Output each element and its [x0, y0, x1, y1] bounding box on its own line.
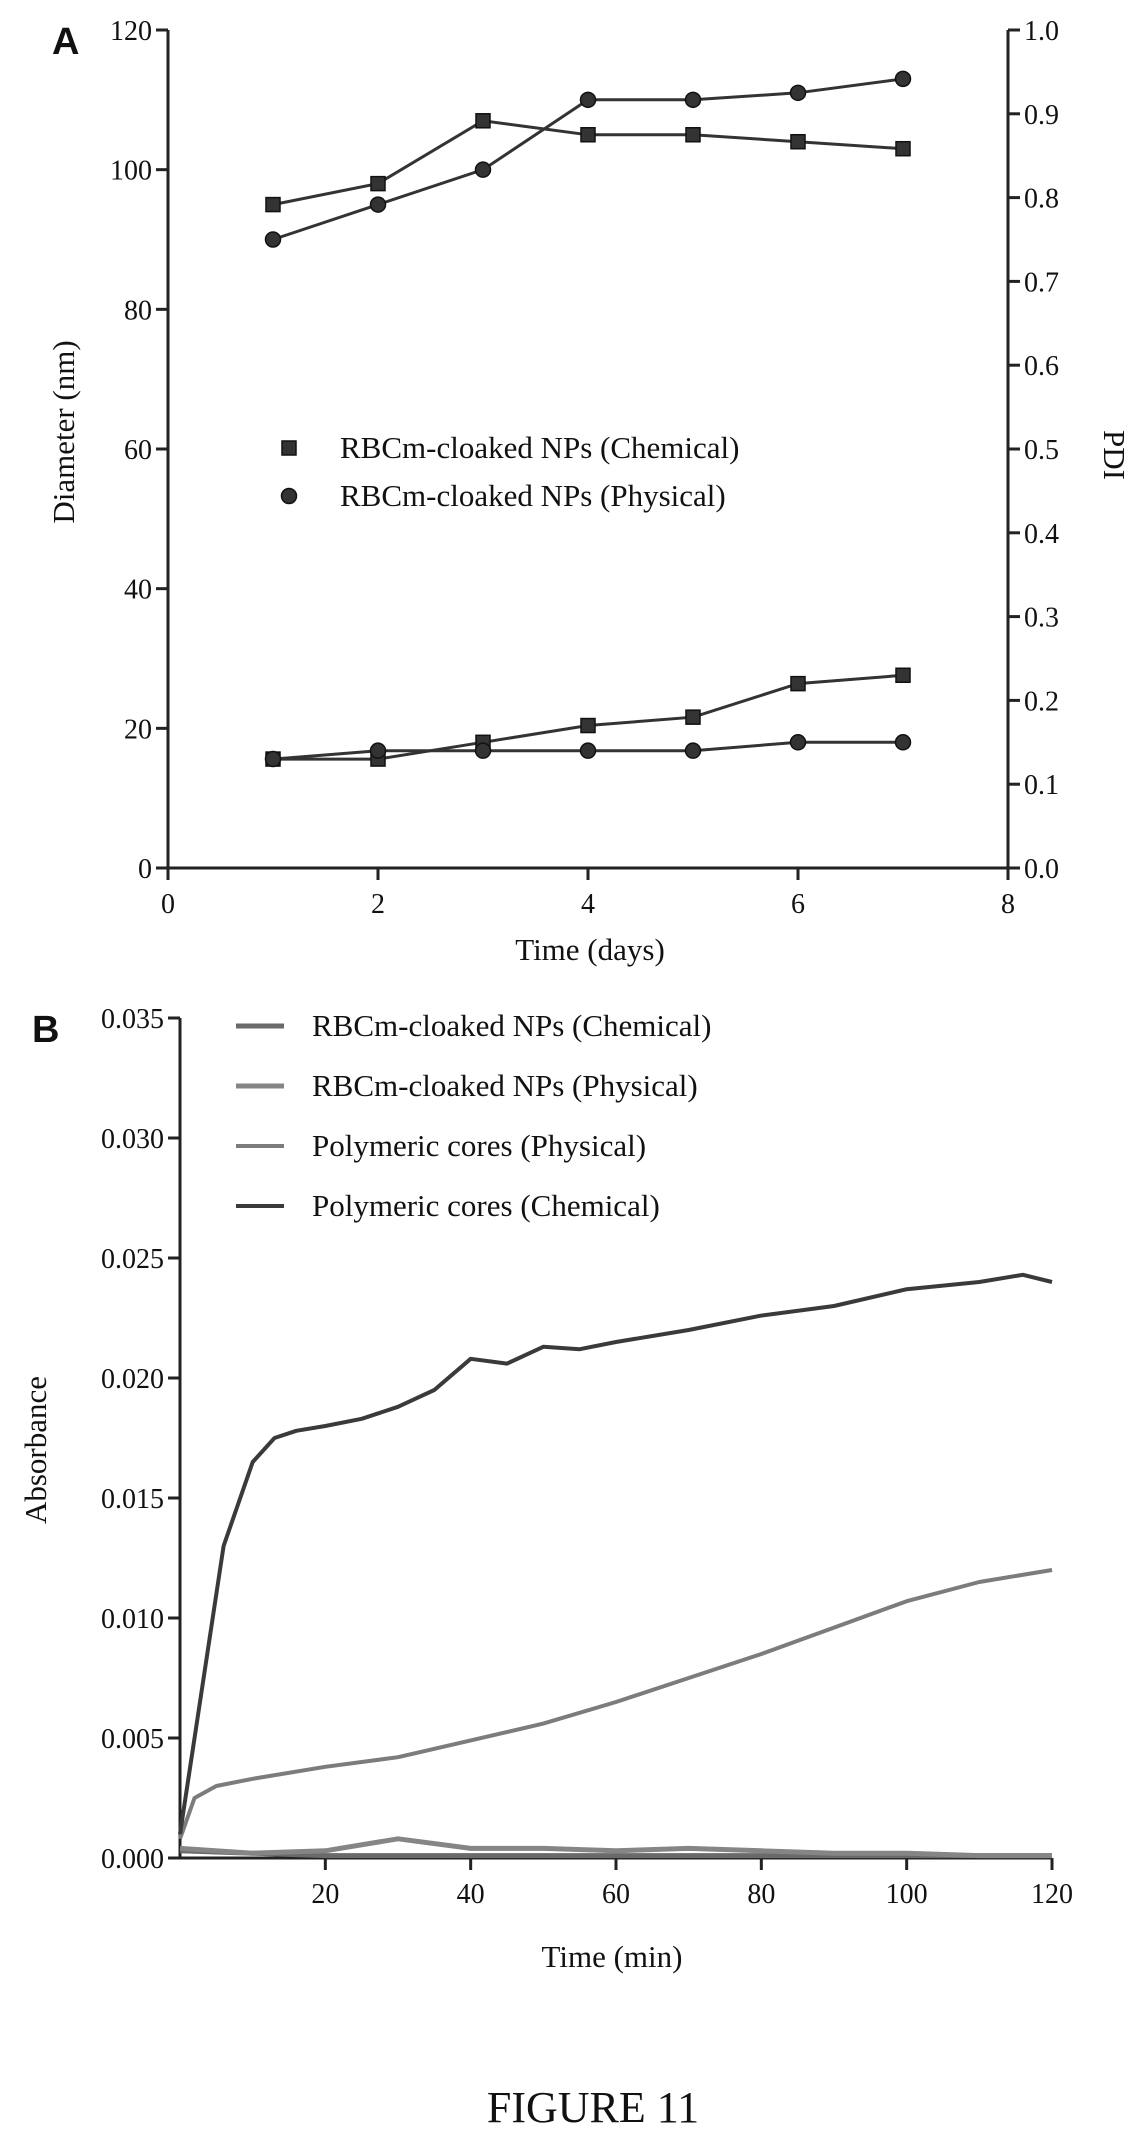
- panel-b-y-tick-label: 0.030: [101, 1124, 164, 1155]
- panel-a-point-diameter-square: [895, 140, 911, 157]
- panel-b-series-line-polymeric-physical: [178, 1568, 1053, 1840]
- panel-a-point-pdi-circle: [264, 750, 282, 768]
- panel-a-y-right-tick-label: 0.1: [1024, 770, 1059, 801]
- panel-a-point-diameter-circle: [684, 91, 702, 109]
- panel-a-x-axis-label: Time (days): [515, 932, 665, 967]
- panel-a-x-tick-label: 4: [581, 889, 595, 920]
- panel-b-y-axis-label: Absorbance: [18, 1376, 53, 1524]
- panel-a-point-pdi-square: [895, 667, 911, 684]
- panel-a-y-right-tick-label: 0.3: [1024, 603, 1059, 634]
- panel-a-point-diameter-circle: [264, 231, 282, 248]
- panel-a-letter: A: [52, 21, 79, 63]
- panel-a-point-pdi-circle: [894, 734, 912, 751]
- panel-b-x-tick-label: 40: [457, 1879, 485, 1910]
- panel-a-point-pdi-circle: [474, 742, 492, 759]
- panel-a-y-left-tick-label: 20: [124, 714, 152, 745]
- panel-b-x-tick-label: 60: [602, 1879, 630, 1910]
- panel-a-y-right-tick-label: 0.0: [1024, 854, 1059, 885]
- panel-a-point-diameter-square: [790, 133, 806, 150]
- panel-b-series-line-rbcm-physical: [179, 1836, 1052, 1859]
- panel-a-legend-marker: [281, 440, 297, 456]
- panel-a-x-tick-label: 8: [1001, 889, 1015, 920]
- panel-a-x-tick-label: 2: [371, 889, 385, 920]
- panel-a-y-left-tick-label: 100: [110, 156, 152, 187]
- panel-b-x-tick-label: 120: [1031, 1879, 1073, 1910]
- panel-a-legend-label: RBCm-cloaked NPs (Chemical): [340, 430, 740, 465]
- panel-a-y-right-tick-label: 0.5: [1024, 435, 1059, 466]
- panel-a-point-diameter-circle: [474, 161, 492, 178]
- panel-a-point-pdi-circle: [684, 742, 702, 759]
- panel-b-y-tick-label: 0.035: [101, 1004, 164, 1035]
- panel-a-point-diameter-square: [580, 127, 596, 143]
- panel-b-x-tick-label: 100: [886, 1879, 928, 1910]
- panel-a-point-pdi-circle: [579, 742, 597, 759]
- panel-b-y-tick-label: 0.020: [101, 1364, 164, 1395]
- panel-a-y-right-tick-label: 0.2: [1024, 686, 1059, 717]
- figure-caption: FIGURE 11: [487, 2083, 699, 2132]
- panel-a-point-diameter-circle: [789, 84, 807, 102]
- panel-a-legend-marker: [280, 487, 298, 505]
- panel-b-y-tick-label: 0.010: [101, 1604, 164, 1635]
- panel-a-y-left-tick-label: 80: [124, 295, 152, 326]
- panel-a-point-diameter-square: [685, 127, 701, 143]
- panel-a-point-diameter-circle: [369, 196, 387, 213]
- panel-a-point-diameter-square: [265, 196, 281, 213]
- panel-b-y-tick-label: 0.000: [101, 1844, 164, 1875]
- panel-a-chart: A 0 2 4 6 80204060801001200.00.10.20.30.40.5…: [46, 16, 1132, 967]
- panel-a-y-right-tick-label: 0.4: [1024, 519, 1059, 550]
- panel-a-point-pdi-square: [580, 717, 596, 734]
- panel-b-series-line-polymeric-chemical: [178, 1272, 1053, 1835]
- panel-b-y-tick-label: 0.015: [101, 1484, 164, 1515]
- panel-b-legend-label: Polymeric cores (Physical): [312, 1128, 646, 1163]
- panel-a-y-right-tick-label: 0.8: [1024, 184, 1059, 215]
- panel-a-y-left-tick-label: 120: [110, 16, 152, 47]
- panel-b-y-tick-label: 0.025: [101, 1244, 164, 1275]
- panel-b-y-tick-label: 0.005: [101, 1724, 164, 1755]
- panel-a-y-right-tick-label: 1.0: [1024, 16, 1059, 47]
- panel-a-legend-label: RBCm-cloaked NPs (Physical): [340, 478, 726, 513]
- panel-a-point-diameter-circle: [894, 70, 912, 88]
- panel-a-x-tick-label: 0: [161, 889, 175, 920]
- panel-a-point-pdi-circle: [369, 742, 387, 759]
- panel-a-point-diameter-circle: [579, 91, 597, 109]
- panel-a-y-right-tick-label: 0.7: [1024, 267, 1059, 298]
- panel-b-x-tick-label: 80: [747, 1879, 775, 1910]
- panel-b-chart: B 20 40 60 80 100 120 0.000 0.005 0.010 0.015 0.02…: [18, 1004, 1073, 1974]
- panel-b-x-tick-label: 20: [311, 1879, 339, 1910]
- panel-b-letter: B: [32, 1009, 59, 1051]
- panel-a-point-diameter-square: [475, 113, 491, 129]
- panel-a-x-tick-label: 6: [791, 889, 805, 920]
- panel-a-point-pdi-square: [790, 675, 806, 692]
- panel-b-legend-label: Polymeric cores (Chemical): [312, 1188, 660, 1223]
- panel-a-y-left-tick-label: 0: [138, 854, 152, 885]
- panel-a-y-right-axis-label: PDI: [1097, 430, 1132, 480]
- panel-a-point-pdi-circle: [789, 734, 807, 751]
- panel-a-point-pdi-square: [685, 709, 701, 725]
- panel-a-y-left-tick-label: 40: [124, 575, 152, 606]
- panel-b-x-axis-label: Time (min): [542, 1939, 683, 1974]
- panel-b-legend-label: RBCm-cloaked NPs (Chemical): [312, 1008, 712, 1043]
- panel-b-legend-label: RBCm-cloaked NPs (Physical): [312, 1068, 698, 1103]
- panel-a-y-right-tick-label: 0.6: [1024, 351, 1059, 382]
- panel-a-y-left-axis-label: Diameter (nm): [46, 340, 81, 523]
- panel-a-point-diameter-square: [370, 175, 386, 192]
- panel-a-y-right-tick-label: 0.9: [1024, 100, 1059, 131]
- panel-a-y-left-tick-label: 60: [124, 435, 152, 466]
